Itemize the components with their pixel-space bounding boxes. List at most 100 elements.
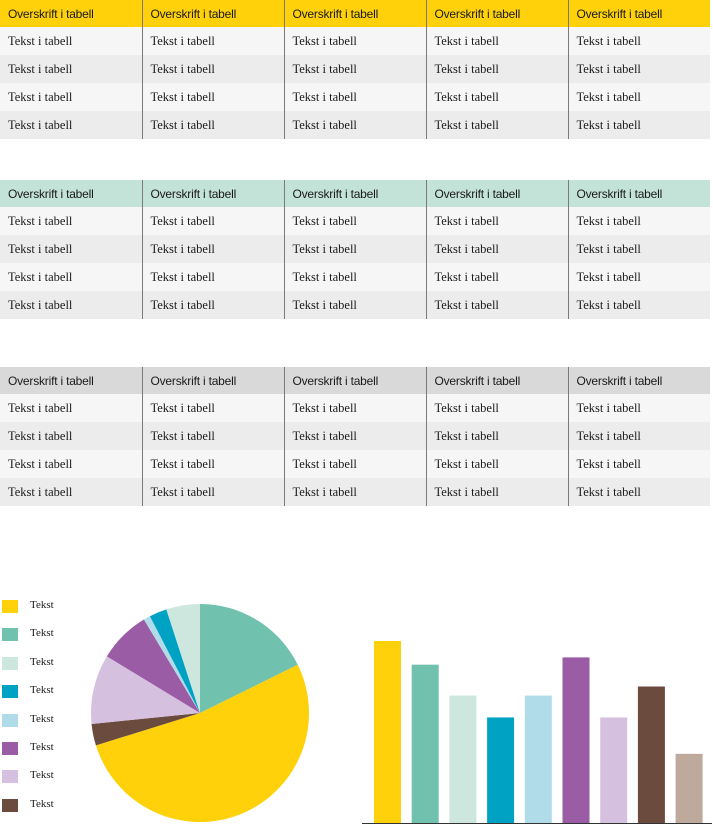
legend-item: Tekst [2,769,122,786]
table-cell: Tekst i tabell [283,291,426,319]
table-cell: Tekst i tabell [0,422,142,450]
table-header-cell: Overskrift i tabell [141,0,284,27]
table-cell: Tekst i tabell [567,207,710,235]
table-row: Tekst i tabell Tekst i tabell Tekst i tabe… [0,478,710,506]
table-cell: Tekst i tabell [141,394,284,422]
legend-swatch [2,600,18,613]
pie-slice [200,604,298,713]
table-row: Tekst i tabell Tekst i tabell Tekst i tabe… [0,291,710,319]
table-cell: Tekst i tabell [0,450,142,478]
table-header-cell: Overskrift i tabell [283,180,426,207]
table-cell: Tekst i tabell [141,83,284,111]
legend-swatch [2,770,18,784]
table-row: Tekst i tabell Tekst i tabell Tekst i tabe… [0,235,710,263]
table-header-cell: Overskrift i tabell [283,0,426,27]
table-cell: Tekst i tabell [283,450,426,478]
table-cell: Tekst i tabell [425,83,568,111]
table-header-cell: Overskrift i tabell [425,367,568,394]
table-cell: Tekst i tabell [567,263,710,291]
bar [524,695,552,823]
table-cell: Tekst i tabell [141,263,284,291]
table-cell: Tekst i tabell [141,478,284,506]
table-cell: Tekst i tabell [0,291,142,319]
table-cell: Tekst i tabell [141,111,284,139]
table-cell: Tekst i tabell [283,83,426,111]
table-row: Tekst i tabell Tekst i tabell Tekst i tabe… [0,394,710,422]
table-cell: Tekst i tabell [0,207,142,235]
bar [562,657,590,823]
table-cell: Tekst i tabell [425,55,568,83]
table-grey: Overskrift i tabell Overskrift i tabell Ov… [0,367,710,506]
table-cell: Tekst i tabell [141,55,284,83]
pie-slice [106,619,200,713]
table-cell: Tekst i tabell [0,55,142,83]
table-row: Tekst i tabell Tekst i tabell Tekst i tabe… [0,111,710,139]
legend-item: Tekst [2,656,122,673]
legend-item: Tekst [2,627,122,644]
table-cell: Tekst i tabell [425,207,568,235]
table-cell: Tekst i tabell [0,111,142,139]
table-cell: Tekst i tabell [567,55,710,83]
table-cell: Tekst i tabell [283,111,426,139]
legend-swatch [2,798,18,812]
pie-slice [95,664,309,822]
table-header-cell: Overskrift i tabell [567,180,710,207]
bar [411,664,439,823]
table-header-cell: Overskrift i tabell [425,180,568,207]
table-header-cell: Overskrift i tabell [567,367,710,394]
table-row: Tekst i tabell Tekst i tabell Tekst i tabe… [0,27,710,55]
table-header-cell: Overskrift i tabell [0,0,142,27]
table-cell: Tekst i tabell [425,111,568,139]
table-cell: Tekst i tabell [283,27,426,55]
table-cell: Tekst i tabell [0,27,142,55]
bar [449,695,477,823]
table-row: Tekst i tabell Tekst i tabell Tekst i tabe… [0,83,710,111]
table-header-cell: Overskrift i tabell [141,180,284,207]
table-header-row: Overskrift i tabell Overskrift i tabell Ov… [0,0,710,27]
table-row: Tekst i tabell Tekst i tabell Tekst i tabe… [0,422,710,450]
legend-item: Tekst [2,684,122,701]
pie-slice [143,616,200,713]
legend-swatch [2,656,18,670]
table-cell: Tekst i tabell [0,478,142,506]
legend-label: Tekst [30,712,54,725]
table-cell: Tekst i tabell [567,394,710,422]
table-header-cell: Overskrift i tabell [425,0,568,27]
table-header-row: Overskrift i tabell Overskrift i tabell Ov… [0,180,710,207]
legend-label: Tekst [30,599,54,611]
table-cell: Tekst i tabell [425,450,568,478]
table-header-cell: Overskrift i tabell [0,367,142,394]
table-cell: Tekst i tabell [567,27,710,55]
bar [675,753,703,823]
table-cell: Tekst i tabell [141,235,284,263]
legend-swatch [2,685,18,699]
table-cell: Tekst i tabell [567,291,710,319]
table-cell: Tekst i tabell [283,235,426,263]
table-cell: Tekst i tabell [0,235,142,263]
table-header-cell: Overskrift i tabell [141,367,284,394]
table-header-cell: Overskrift i tabell [283,367,426,394]
legend-label: Tekst [30,684,54,697]
table-row: Tekst i tabell Tekst i tabell Tekst i tabe… [0,55,710,83]
legend-swatch [2,713,18,727]
table-cell: Tekst i tabell [567,422,710,450]
bar [637,686,665,823]
bar [374,641,401,823]
table-green: Overskrift i tabell Overskrift i tabell Ov… [0,180,710,319]
table-cell: Tekst i tabell [567,111,710,139]
table-cell: Tekst i tabell [0,83,142,111]
table-cell: Tekst i tabell [141,207,284,235]
table-cell: Tekst i tabell [283,478,426,506]
legend-swatch [2,742,18,755]
legend-label: Tekst [30,627,54,640]
legend-label: Tekst [30,797,54,810]
table-cell: Tekst i tabell [567,450,710,478]
table-header-row: Overskrift i tabell Overskrift i tabell Ov… [0,367,710,394]
table-cell: Tekst i tabell [141,291,284,319]
table-cell: Tekst i tabell [141,27,284,55]
table-cell: Tekst i tabell [425,394,568,422]
table-cell: Tekst i tabell [141,450,284,478]
table-cell: Tekst i tabell [425,478,568,506]
table-cell: Tekst i tabell [425,27,568,55]
legend-item: Tekst [2,599,122,616]
